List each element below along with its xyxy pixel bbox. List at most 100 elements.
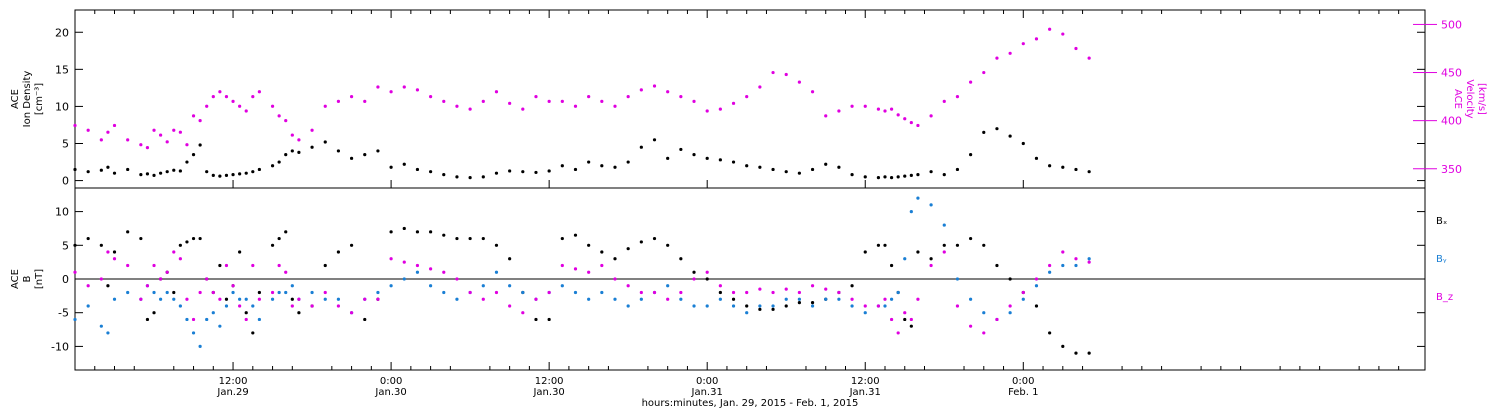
bx-point: [277, 236, 281, 241]
bx-point: [1048, 331, 1052, 335]
by-point: [112, 297, 117, 301]
velocity-point: [1008, 51, 1012, 55]
velocity-point: [573, 104, 578, 108]
density-point: [205, 170, 209, 174]
bz-point: [896, 331, 900, 335]
by-point: [929, 203, 933, 207]
b-ylabel-line3: [nT]: [34, 269, 45, 289]
by-point: [251, 304, 255, 308]
density-tick-label: 10: [55, 100, 69, 113]
bx-point: [850, 284, 854, 288]
velocity-point: [626, 94, 630, 99]
velocity-point: [903, 117, 907, 121]
bx-point: [731, 297, 736, 301]
density-point: [244, 171, 248, 175]
density-point: [376, 149, 380, 153]
velocity-point: [205, 104, 209, 108]
velocity-point: [731, 101, 736, 105]
velocity-point: [159, 133, 163, 137]
bx-point: [639, 240, 643, 244]
velocity-point: [106, 130, 110, 134]
density-velocity-panel: 0 5 10 15 20 350 400 450 500 ACE Ion Density [c…: [10, 9, 1487, 189]
density-point: [896, 175, 900, 179]
bx-point: [955, 243, 960, 247]
by-point: [270, 297, 275, 301]
density-point: [883, 175, 887, 179]
bx-point: [929, 257, 933, 261]
by-point: [389, 284, 393, 288]
by-point: [982, 311, 986, 315]
velocity-point: [455, 104, 459, 108]
bz-point: [1034, 277, 1039, 281]
by-point: [613, 297, 617, 301]
by-point: [679, 297, 683, 301]
velocity-point: [349, 94, 354, 99]
by-point: [889, 297, 894, 301]
by-point: [942, 223, 946, 227]
density-point: [1008, 134, 1012, 138]
velocity-point: [758, 85, 762, 89]
velocity-point: [613, 104, 617, 108]
bz-point: [521, 311, 525, 315]
by-point: [442, 290, 446, 295]
velocity-point: [652, 84, 657, 88]
bz-point: [652, 290, 657, 295]
bz-point: [969, 324, 973, 328]
density-point: [172, 168, 176, 172]
velocity-point: [191, 114, 196, 118]
bz-point: [145, 284, 150, 288]
b-tick-label: -5: [58, 307, 69, 320]
bz-point: [942, 250, 946, 254]
bx-point: [679, 257, 683, 261]
velocity-point: [112, 123, 117, 128]
bx-point: [145, 317, 150, 322]
velocity-ylabel-line3: [km/s]: [1476, 83, 1487, 115]
bx-point: [112, 250, 117, 254]
bx-point: [494, 243, 499, 247]
velocity-point: [600, 99, 604, 104]
bx-point: [1087, 351, 1091, 355]
by-point: [1061, 263, 1065, 268]
bx-point: [771, 307, 775, 311]
velocity-point: [797, 80, 801, 84]
by-point: [896, 290, 900, 295]
bx-point: [257, 290, 261, 295]
bz-point: [784, 287, 788, 291]
density-point: [429, 170, 433, 174]
bz-point: [323, 290, 327, 295]
bz-point: [1074, 257, 1078, 261]
legend-bz: B_z: [1436, 292, 1453, 303]
legend-bx: Bₓ: [1436, 216, 1447, 227]
density-ylabel-line1: ACE: [10, 89, 21, 109]
velocity-point: [152, 128, 156, 132]
density-point: [837, 165, 841, 169]
velocity-point: [883, 109, 887, 113]
density-point: [112, 171, 117, 175]
by-point: [172, 297, 176, 301]
bz-point: [573, 267, 578, 271]
density-point: [363, 153, 367, 157]
by-point: [231, 290, 235, 295]
bx-point: [534, 317, 538, 322]
density-point: [547, 169, 551, 173]
bx-point: [692, 270, 696, 274]
density-point: [508, 169, 512, 173]
bz-point: [692, 277, 696, 281]
date-tick-label: Jan.29: [216, 387, 248, 398]
bx-point: [178, 243, 182, 247]
bx-point: [297, 311, 301, 315]
bz-point: [86, 284, 90, 288]
time-tick-label: 0:00: [380, 376, 402, 387]
b-tick-label: 10: [55, 206, 69, 219]
density-point: [1074, 167, 1078, 172]
density-point: [692, 153, 696, 157]
bx-point: [705, 277, 709, 281]
by-point: [718, 297, 722, 301]
density-point: [916, 173, 920, 177]
bx-point: [626, 247, 630, 251]
bx-point: [251, 331, 255, 335]
density-point: [218, 174, 222, 178]
bx-point: [290, 297, 294, 301]
velocity-point: [1048, 27, 1052, 31]
density-point: [824, 162, 828, 166]
